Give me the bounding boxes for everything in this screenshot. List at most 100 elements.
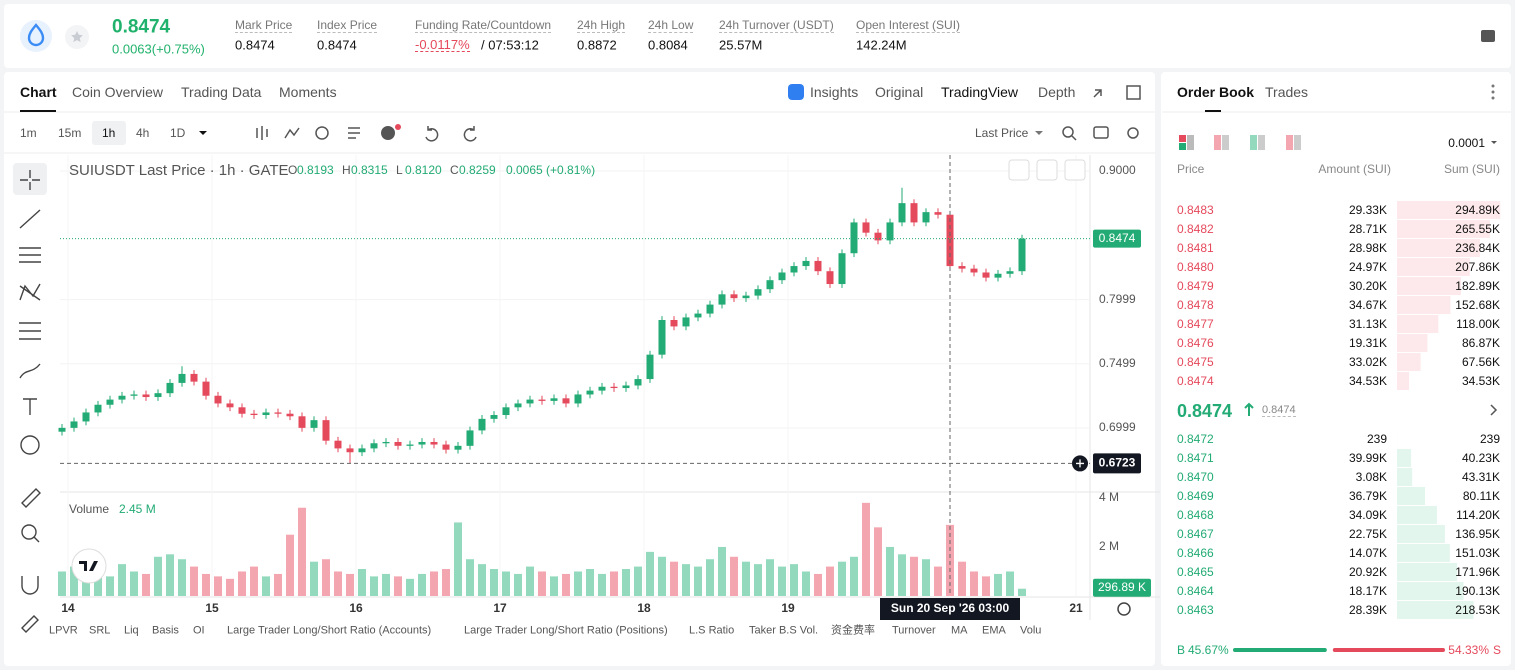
indicator[interactable]: Basis — [152, 624, 179, 637]
ob-price[interactable]: 0.8476 — [1177, 336, 1214, 350]
volume-bar — [321, 559, 330, 596]
indicator[interactable]: MA — [951, 624, 968, 637]
dropdown-icon[interactable] — [1491, 141, 1497, 144]
view-tab[interactable]: TradingView — [941, 84, 1019, 100]
candle-body — [826, 271, 834, 285]
ob-price[interactable]: 0.8482 — [1177, 222, 1214, 236]
volume-bar — [81, 573, 90, 596]
indicator[interactable]: Large Trader Long/Short Ratio (Accounts) — [227, 624, 432, 637]
ob-amount: 36.79K — [1348, 489, 1387, 503]
dropdown-icon[interactable] — [199, 131, 207, 135]
interval[interactable]: 4h — [136, 126, 150, 140]
ob-price[interactable]: 0.8465 — [1177, 565, 1214, 579]
candle-body — [586, 390, 594, 395]
view-tab[interactable]: Insights — [810, 84, 859, 100]
ob-price[interactable]: 0.8474 — [1177, 374, 1214, 388]
ob-price[interactable]: 0.8479 — [1177, 279, 1214, 293]
chevron[interactable] — [1490, 404, 1498, 416]
chart-tab[interactable]: Chart — [20, 84, 57, 100]
ob-price[interactable]: 0.8481 — [1177, 241, 1214, 255]
indicator[interactable]: Volu — [1020, 624, 1042, 637]
volume-bar — [93, 569, 102, 596]
candle-body — [106, 399, 114, 405]
volume-bar — [453, 522, 462, 596]
price-type[interactable]: Last Price — [975, 126, 1029, 140]
ob-sum: 118.00K — [1456, 317, 1500, 331]
precision[interactable]: 0.0001 — [1448, 136, 1485, 150]
ob-price[interactable]: 0.8468 — [1177, 508, 1214, 522]
ob-price[interactable]: 0.8469 — [1177, 489, 1214, 503]
candle-body — [310, 420, 318, 428]
ob-sum: 80.11K — [1462, 489, 1500, 503]
ob-price[interactable]: 0.8475 — [1177, 355, 1214, 369]
x-tick-label: 16 — [349, 601, 363, 615]
coin-logo — [20, 20, 52, 52]
ob-tab[interactable]: Order Book — [1177, 84, 1255, 100]
volume-bar — [946, 524, 955, 596]
ohlc-value: 0.8315 — [351, 163, 388, 177]
candle-body — [370, 443, 378, 449]
ob-price[interactable]: 0.8466 — [1177, 546, 1214, 560]
view-tab[interactable]: Depth — [1038, 84, 1076, 100]
indicator[interactable]: 资金费率 — [831, 624, 875, 637]
candle-body — [910, 203, 918, 223]
add-indicator-icon[interactable] — [381, 126, 395, 140]
dropdown-icon[interactable] — [1035, 131, 1043, 135]
ob-price[interactable]: 0.8480 — [1177, 260, 1214, 274]
volume-bar — [237, 571, 246, 596]
depth-bar — [1397, 525, 1445, 543]
ob-sum: 236.84K — [1455, 241, 1500, 255]
chart-tab[interactable]: Coin Overview — [72, 84, 164, 100]
ob-sum: 34.53K — [1461, 374, 1500, 388]
candle-body — [754, 289, 762, 296]
indicator[interactable]: OI — [193, 624, 205, 637]
indicator[interactable]: Taker B.S Vol. — [749, 624, 819, 637]
interval[interactable]: 1D — [170, 126, 186, 140]
ob-price[interactable]: 0.8464 — [1177, 584, 1214, 598]
depth-bar — [1397, 487, 1426, 505]
chart-tab[interactable]: Moments — [279, 84, 337, 100]
ob-price[interactable]: 0.8470 — [1177, 470, 1214, 484]
indicator[interactable]: Large Trader Long/Short Ratio (Positions… — [464, 624, 668, 637]
ob-amount: 33.02K — [1348, 355, 1387, 369]
candle-body — [490, 415, 498, 419]
ob-price[interactable]: 0.8467 — [1177, 527, 1214, 541]
candle-body — [346, 448, 354, 453]
ob-price[interactable]: 0.8471 — [1177, 451, 1214, 465]
candle-body — [298, 416, 306, 428]
panel-icon[interactable] — [1481, 30, 1495, 42]
ob-price[interactable]: 0.8477 — [1177, 317, 1214, 331]
ob-price[interactable]: 0.8463 — [1177, 603, 1214, 617]
ob-tab[interactable]: Trades — [1265, 84, 1309, 100]
indicator[interactable]: L.S Ratio — [689, 624, 735, 637]
chart-tab[interactable]: Trading Data — [181, 84, 262, 100]
ob-price[interactable]: 0.8478 — [1177, 298, 1214, 312]
interval[interactable]: 1m — [20, 126, 37, 140]
volume-bar — [706, 559, 715, 596]
indicator[interactable]: SRL — [89, 624, 111, 637]
toolbar-icons[interactable] — [256, 85, 1141, 142]
ob-amount: 31.13K — [1348, 317, 1387, 331]
interval[interactable]: 1h — [102, 126, 116, 140]
ob-price[interactable]: 0.8472 — [1177, 432, 1214, 446]
indicator[interactable]: Turnover — [892, 624, 936, 637]
interval-selected — [92, 121, 126, 145]
view-tab[interactable]: Original — [875, 84, 924, 100]
ob-price[interactable]: 0.8483 — [1177, 203, 1214, 217]
more-icon[interactable] — [1491, 84, 1495, 100]
volume-bar — [598, 573, 607, 596]
volume-tag — [1093, 578, 1151, 597]
candle-body — [814, 260, 822, 272]
indicator[interactable]: Liq — [124, 624, 139, 637]
layout-icons[interactable] — [1179, 135, 1301, 150]
candle-body — [562, 398, 570, 404]
ob-sum: 152.68K — [1455, 298, 1500, 312]
interval[interactable]: 15m — [58, 126, 82, 140]
ob-amount: 239 — [1366, 432, 1387, 446]
candle-body — [1018, 238, 1026, 272]
indicator[interactable]: LPVR — [49, 624, 78, 637]
drawing-tools[interactable] — [19, 170, 41, 633]
y-tick-label: 0.9000 — [1099, 163, 1136, 177]
y-tick-label: 0.7499 — [1099, 356, 1136, 370]
indicator[interactable]: EMA — [982, 624, 1006, 637]
